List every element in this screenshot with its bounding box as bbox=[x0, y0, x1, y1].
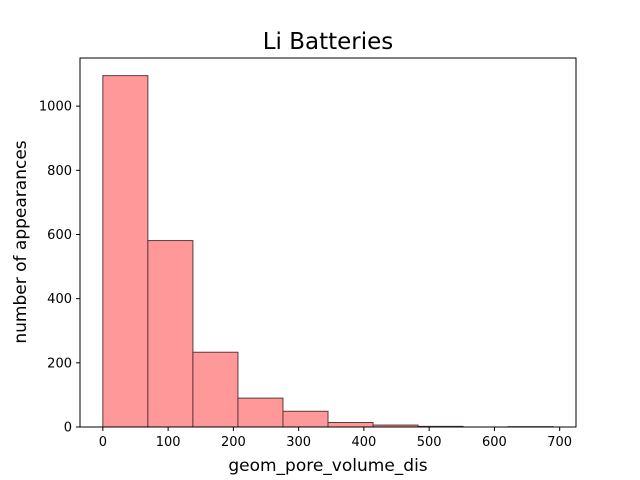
y-tick-label: 800 bbox=[47, 164, 72, 179]
y-tick-label: 600 bbox=[47, 228, 72, 243]
x-tick-label: 100 bbox=[156, 435, 181, 450]
x-tick-label: 0 bbox=[99, 435, 107, 450]
histogram-bar bbox=[192, 351, 239, 428]
x-tick-label: 400 bbox=[351, 435, 376, 450]
histogram-bar bbox=[282, 410, 329, 428]
histogram-bar bbox=[327, 422, 374, 428]
histogram-bar bbox=[102, 75, 149, 428]
histogram-bar bbox=[147, 240, 194, 428]
x-tick-label: 600 bbox=[482, 435, 507, 450]
x-tick-label: 300 bbox=[286, 435, 311, 450]
plot-frame bbox=[79, 57, 577, 428]
x-axis-title: geom_pore_volume_dis bbox=[228, 456, 427, 476]
y-axis: 0 200 400 600 800 1000 bbox=[39, 100, 80, 436]
chart-title: Li Batteries bbox=[263, 29, 394, 55]
x-axis: 0 100 200 300 400 500 600 700 bbox=[99, 427, 572, 450]
x-tick-label: 700 bbox=[547, 435, 572, 450]
y-tick-label: 1000 bbox=[39, 100, 72, 115]
bars-group bbox=[102, 75, 554, 428]
y-axis-title: number of appearances bbox=[11, 140, 31, 343]
y-tick-label: 0 bbox=[64, 421, 72, 436]
y-tick-label: 400 bbox=[47, 292, 72, 307]
y-tick-label: 200 bbox=[47, 356, 72, 371]
x-tick-label: 500 bbox=[417, 435, 442, 450]
x-tick-label: 200 bbox=[221, 435, 246, 450]
histogram-bar bbox=[237, 397, 284, 428]
